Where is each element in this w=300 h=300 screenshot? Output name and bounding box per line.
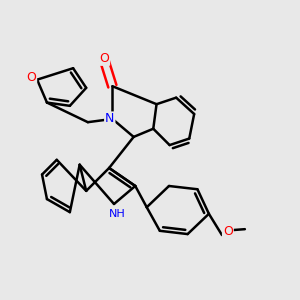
Text: O: O <box>26 70 36 83</box>
Text: O: O <box>99 52 109 65</box>
Text: N: N <box>105 112 114 125</box>
Text: NH: NH <box>109 209 126 219</box>
Text: O: O <box>223 225 233 238</box>
